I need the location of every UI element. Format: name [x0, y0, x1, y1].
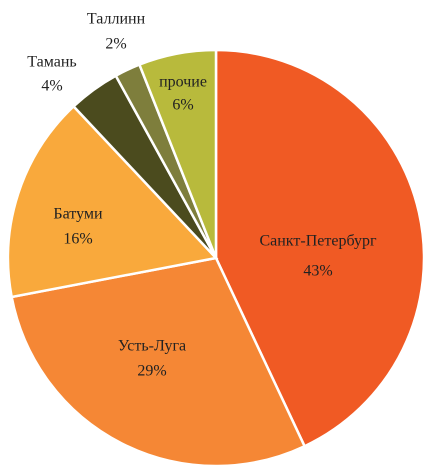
- slice-value-label: 6%: [172, 97, 193, 114]
- pie: [6, 48, 423, 465]
- slice-label: Батуми: [53, 206, 103, 223]
- pie-slice: [6, 104, 219, 299]
- slice-value-label: 29%: [137, 363, 166, 380]
- slice-label: Тамань: [27, 54, 76, 71]
- slice-label: Таллинн: [87, 11, 146, 28]
- slice-value-label: 43%: [303, 263, 332, 280]
- pie-slice: [214, 48, 423, 448]
- pie-slice: [137, 48, 218, 259]
- slice-value-label: 4%: [41, 78, 62, 95]
- slice-label: Усть-Луга: [118, 338, 186, 355]
- labels: Санкт-Петербург 43% Усть-Луга 29% Батуми 16% Т…: [27, 11, 377, 380]
- slice-value-label: 2%: [105, 36, 126, 53]
- slice-label: Санкт-Петербург: [259, 233, 377, 250]
- slice-value-label: 16%: [63, 231, 92, 248]
- slice-label: прочие: [159, 74, 207, 91]
- pie-slice: [10, 256, 307, 465]
